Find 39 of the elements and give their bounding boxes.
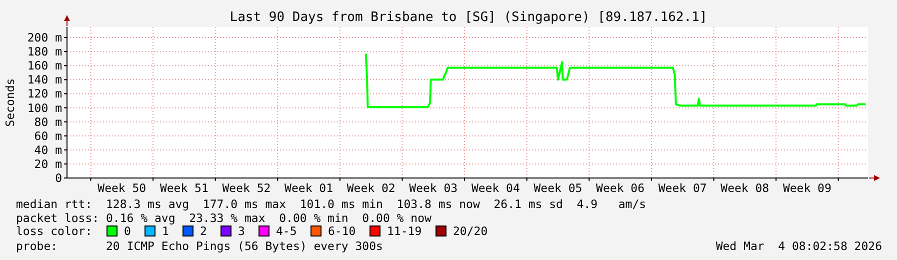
x-tick-label: Week 02 (346, 181, 396, 195)
y-tick-label: 180 m (27, 44, 62, 59)
legend-label: 6-10 (328, 224, 356, 238)
x-tick-label: Week 05 (534, 181, 582, 195)
text: probe: 20 ICMP Echo Pings (56 Bytes) every 300s (16, 239, 383, 253)
line-series (364, 52, 867, 108)
y-tick-label: 200 m (27, 30, 62, 45)
text: Wed Mar 4 08:02:58 2026 (716, 239, 882, 253)
legend-title: loss color: (16, 224, 92, 238)
x-tick-label: Week 09 (782, 181, 832, 195)
y-tick-label: 60 m (34, 128, 62, 143)
y-tick-label: 160 m (27, 58, 62, 73)
x-tick-label: Week 51 (160, 181, 208, 195)
y-tick-label: 0 (55, 171, 62, 185)
y-tick-label: 20 m (34, 156, 62, 171)
x-tick-label: Week 50 (98, 181, 146, 195)
x-tick-label: Week 06 (596, 181, 645, 195)
legend-label: 11-19 (387, 224, 422, 238)
legend-label: 20/20 (453, 224, 488, 238)
x-tick-label: Week 04 (471, 181, 520, 195)
y-tick-label: 80 m (34, 114, 62, 129)
legend-label: 4-5 (276, 224, 297, 238)
legend-label: 0 (124, 224, 131, 238)
y-tick-label: 120 m (27, 86, 62, 101)
x-tick-label: Week 01 (284, 181, 334, 195)
y-axis-title: Seconds (3, 78, 17, 127)
y-tick-label: 40 m (34, 142, 62, 157)
text: packet loss: 0.16 % avg 23.33 % max 0.00 % min 0.00 % now (16, 211, 432, 225)
x-tick-label: Week 52 (222, 181, 271, 195)
x-tick-label: Week 07 (658, 181, 707, 195)
legend-label: 2 (200, 224, 207, 238)
legend-label: 3 (238, 224, 245, 238)
y-tick-label: 100 m (27, 100, 62, 115)
y-tick-label: 140 m (27, 72, 62, 87)
text: median rtt: 128.3 ms avg 177.0 ms max 101.0 ms min 103.8 ms now 26.1 ms sd 4.9 am/s (16, 197, 646, 211)
legend-label: 1 (162, 224, 169, 238)
chart-title: Last 90 Days from Brisbane to [SG] (Singapore) [89.187.162.1] (230, 10, 708, 25)
x-tick-label: Week 03 (409, 181, 458, 195)
x-tick-label: Week 08 (720, 181, 770, 195)
